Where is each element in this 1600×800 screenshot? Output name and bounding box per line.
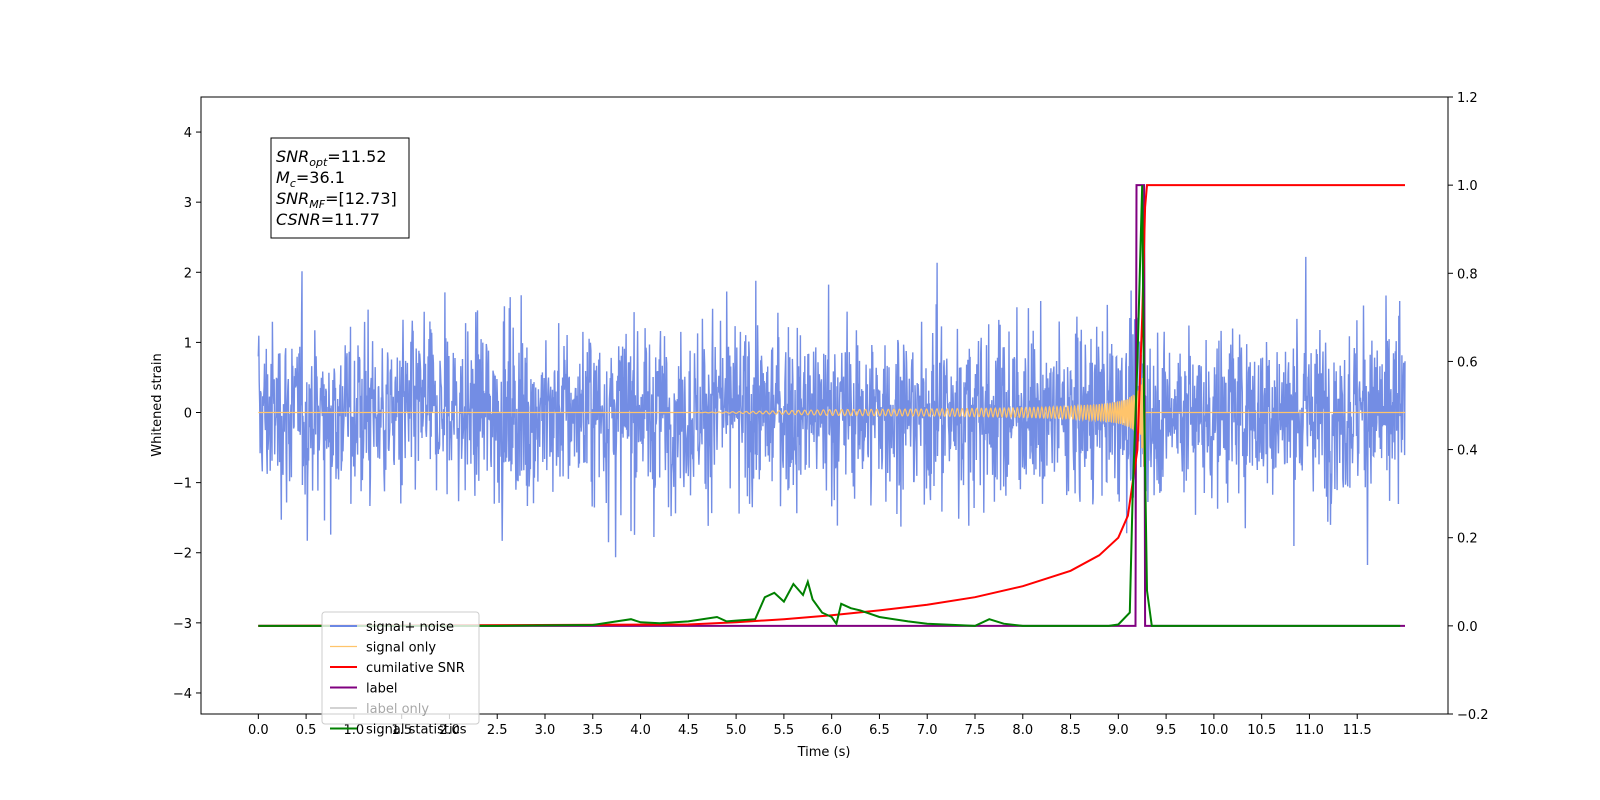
legend-label: signal only [366,641,436,656]
x-tick-label: 9.0 [1108,723,1129,738]
y-tick-label-right: 0.0 [1457,620,1478,635]
x-tick-label: 3.0 [535,723,556,738]
y-tick-label-left: −4 [173,687,192,702]
x-tick-label: 2.0 [439,723,460,738]
y-tick-label-right: 0.2 [1457,532,1478,547]
y-tick-label-right: 0.8 [1457,267,1478,282]
plot-frame [200,96,1449,715]
legend-frame [321,611,480,725]
x-tick-label: 0.5 [296,723,317,738]
x-tick-label: 1.5 [391,723,412,738]
legend-item: signal+ noise [330,620,454,635]
x-tick-label: 2.5 [487,723,508,738]
x-tick-label: 5.5 [774,723,795,738]
legend-item: cumilative SNR [330,661,465,676]
x-tick-label: 8.0 [1012,723,1033,738]
annotation-line: SNRopt=11.52 [276,147,387,169]
legend-item: label [330,682,397,697]
y-axis-right: −0.2 0.0 0.2 0.4 0.6 0.8 1.0 1.2 [1448,91,1489,723]
x-tick-label: 4.5 [678,723,699,738]
x-tick-label: 10.5 [1247,723,1276,738]
y-tick-label-right: 0.4 [1457,444,1478,459]
annotation-line: CSNR=11.77 [276,210,380,229]
legend-label: label only [366,702,429,717]
annotation-line: Mc=36.1 [276,168,345,190]
y-tick-label-right: 1.2 [1457,91,1478,106]
y-axis-label: Whitened strain [150,353,165,456]
x-tick-label: 3.5 [582,723,603,738]
y-axis-left: −4 −3 −2 −1 0 1 2 3 4 [173,126,201,702]
y-tick-label-left: 3 [184,196,192,211]
series-layer [257,184,1406,627]
x-tick-label: 11.5 [1343,723,1372,738]
y-tick-label-left: 4 [184,126,192,141]
legend-item: signal statistics [330,723,467,738]
x-tick-label: 6.0 [821,723,842,738]
series-signal-only [258,357,1405,528]
y-tick-label-left: 1 [184,336,192,351]
y-tick-label-right: 0.6 [1457,355,1478,370]
legend-label: signal statistics [366,723,467,738]
x-tick-label: 8.5 [1060,723,1081,738]
annotation-line: SNRMF=[12.73] [276,189,397,211]
x-tick-label: 7.5 [965,723,986,738]
legend-label: signal+ noise [366,620,454,635]
annotation-frame [270,137,410,239]
y-tick-label-left: −2 [173,547,192,562]
x-axis: 0.0 0.5 1.0 1.5 2.0 2.5 3.0 3.5 4.0 4.5 5.0 5.5 6.0 6… [248,714,1372,738]
x-tick-label: 9.5 [1156,723,1177,738]
legend-label: label [366,682,397,697]
legend: signal+ noise signal only cumilative SNR la… [321,611,480,738]
legend-item: signal only [330,641,436,656]
y-tick-label-left: 0 [184,407,192,422]
x-tick-label: 7.0 [917,723,938,738]
legend-label: cumilative SNR [366,661,465,676]
x-axis-label: Time (s) [797,745,851,760]
y-tick-label-left: −3 [173,617,192,632]
x-tick-label: 1.0 [344,723,365,738]
x-tick-label: 10.0 [1199,723,1228,738]
y-tick-label-right: −0.2 [1457,708,1489,723]
y-tick-label-left: 2 [184,266,192,281]
x-tick-label: 11.0 [1295,723,1324,738]
annotation-box: SNRopt=11.52Mc=36.1SNRMF=[12.73]CSNR=11.… [270,137,410,239]
x-tick-label: 0.0 [248,723,269,738]
x-tick-label: 6.5 [869,723,890,738]
x-tick-label: 5.0 [726,723,747,738]
legend-item: label only [330,702,429,717]
x-tick-label: 4.0 [630,723,651,738]
y-tick-label-left: −1 [173,477,192,492]
plot-area [257,184,1406,627]
series-signal-statistics [258,185,1401,627]
series-signal-noise [257,256,1406,566]
y-tick-label-right: 1.0 [1457,179,1478,194]
